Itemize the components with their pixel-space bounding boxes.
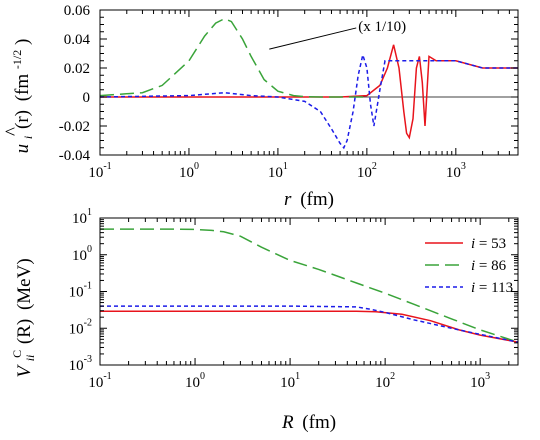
bottom-ylabel-sup: C <box>10 350 24 358</box>
bot-y-tick-label: 10-1 <box>69 281 92 301</box>
top-ylabel-var: u <box>12 144 33 154</box>
bottom-ylabel-rest: (R) <box>14 319 35 344</box>
bottom-ylabel-var: V <box>14 364 35 378</box>
top-series-line-1 <box>100 44 518 140</box>
top-ylabel-unit: (fm <box>12 74 33 102</box>
top-ylabel-close: ) <box>12 39 33 45</box>
bottom-xlabel-var: R <box>281 412 294 433</box>
top-x-tick-label: 102 <box>357 161 377 181</box>
top-x-tick-label: 103 <box>446 161 466 181</box>
bot-series-line-1 <box>100 310 519 343</box>
legend: i = 53 i = 86 i = 113 <box>425 236 513 296</box>
bot-y-tick-label: 10-3 <box>69 354 92 374</box>
annotation-text: (x 1/10) <box>358 19 406 35</box>
top-series-line-2 <box>99 17 367 98</box>
top-panel: 10-1 100 101 102 103-0.04-0.0200.020.040.06 … <box>2 3 519 210</box>
legend-var-2: i <box>471 258 475 274</box>
top-annotation: (x 1/10) <box>269 19 406 50</box>
legend-label-3: i = 113 <box>471 280 513 296</box>
svg-text:V ii C: V ii C (R) (MeV) <box>5 258 39 377</box>
bottom-ylabel-unit: (MeV) <box>14 258 35 310</box>
legend-eq-1: = 53 <box>475 236 506 252</box>
bot-x-tick-label: 100 <box>185 371 205 391</box>
bot-x-tick-label: 101 <box>280 371 300 391</box>
bottom-ylabel-sub: ii <box>23 355 37 362</box>
bottom-x-axis-label: R (fm) <box>281 412 336 433</box>
legend-var-1: i <box>471 236 475 252</box>
top-ylabel-sub: i <box>21 136 35 139</box>
bottom-series-group <box>100 228 519 343</box>
bot-series-line-3 <box>100 305 519 343</box>
svg-text:u i (r): u i (r) (fm -1/2 ) <box>5 39 37 154</box>
bottom-panel: 10-1 100 101 102 103 10-3 10-2 10-1 100 101 i = 5… <box>5 207 519 433</box>
top-plot-frame <box>99 9 519 156</box>
legend-entry-2: i = 86 <box>425 258 507 274</box>
bot-x-tick-label: 102 <box>375 371 395 391</box>
bot-y-tick-label: 10-2 <box>69 317 92 337</box>
top-xlabel-var: r <box>284 189 292 210</box>
bot-x-tick-label: 103 <box>470 371 490 391</box>
bot-y-tick-label: 101 <box>72 207 92 227</box>
top-y-tick-label: 0.04 <box>64 32 91 48</box>
bottom-y-axis-label: V ii C (R) (MeV) <box>5 258 39 377</box>
legend-eq-2: = 86 <box>475 258 506 274</box>
top-ylabel-exp: -1/2 <box>10 50 24 69</box>
top-ylabel-hat: ^ <box>2 127 23 136</box>
top-y-tick-label: -0.02 <box>59 119 90 135</box>
top-y-tick-label: 0.02 <box>64 61 90 77</box>
top-y-tick-label: 0.06 <box>64 3 91 19</box>
top-x-tick-label: 101 <box>268 161 288 181</box>
top-x-tick-label: 100 <box>179 161 199 181</box>
top-series-line-3 <box>99 52 518 150</box>
bottom-xlabel-unit: (fm) <box>302 412 336 433</box>
bot-series-line-2 <box>100 228 519 343</box>
legend-entry-3: i = 113 <box>425 280 513 296</box>
top-ticks: 10-1 100 101 102 103 -0.04 -0.02 0 0.02 0.04 0.06 <box>59 3 519 181</box>
bot-x-tick-label: 10-1 <box>88 371 111 391</box>
legend-label-1: i = 53 <box>471 236 506 252</box>
top-y-tick-label: 0 <box>83 90 91 106</box>
top-series-group <box>99 17 518 150</box>
legend-eq-3: = 113 <box>475 280 513 296</box>
top-ylabel-rest: (r) <box>12 110 33 129</box>
legend-entry-1: i = 53 <box>425 236 506 252</box>
bottom-ticks: 10-1 100 101 102 103 10-3 10-2 10-1 100 101 <box>69 207 518 391</box>
legend-var-3: i <box>471 280 475 296</box>
top-y-axis-label: u i (r) (fm -1/2 ) ^ <box>2 39 37 154</box>
legend-label-2: i = 86 <box>471 258 507 274</box>
top-x-axis-label: r (fm) <box>284 189 334 210</box>
annotation-pointer-line <box>269 27 357 50</box>
bottom-plot-frame <box>99 217 519 366</box>
top-x-tick-label: 10-1 <box>88 161 111 181</box>
bot-y-tick-label: 100 <box>72 244 92 264</box>
top-y-tick-label: -0.04 <box>59 148 91 164</box>
top-xlabel-unit: (fm) <box>300 189 334 210</box>
